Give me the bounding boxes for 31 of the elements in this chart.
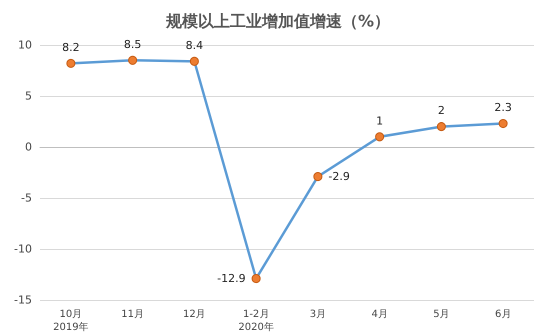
x-tick-label: 5月 [433, 309, 450, 320]
data-label: -12.9 [217, 272, 246, 286]
point [190, 56, 199, 66]
y-tick-label: -5 [21, 192, 32, 204]
y-tick-label: 5 [25, 90, 32, 102]
chart-title: 规模以上工业增加值增速（%） [164, 12, 390, 30]
x-tick-label: 1-2月 2020年 [238, 309, 274, 333]
data-label: 2.3 [494, 101, 512, 114]
x-tick-label: 10月 2019年 [53, 309, 89, 333]
x-tick-label: 11月 [121, 309, 144, 320]
point [128, 56, 138, 65]
point [252, 274, 261, 284]
data-label: -2.9 [328, 170, 350, 184]
x-tick-label: 12月 [183, 309, 206, 320]
y-tick-label: -15 [14, 294, 32, 306]
point [313, 172, 322, 182]
point [498, 119, 508, 128]
point [375, 132, 384, 142]
x-tick-label: 4月 [371, 309, 388, 320]
point [66, 58, 76, 68]
y-tick-label: 0 [25, 140, 32, 154]
data-label: 8.2 [62, 40, 80, 54]
data-label: 8.5 [124, 38, 142, 51]
data-label: 8.4 [186, 38, 204, 52]
data-label: 2 [438, 104, 445, 118]
data-label: 1 [376, 114, 384, 128]
y-tick-label: 10 [18, 38, 32, 52]
point [436, 122, 446, 132]
x-tick-label: 3月 [310, 309, 326, 320]
y-tick-label: -10 [14, 242, 32, 256]
x-tick-label: 6月 [494, 309, 512, 320]
